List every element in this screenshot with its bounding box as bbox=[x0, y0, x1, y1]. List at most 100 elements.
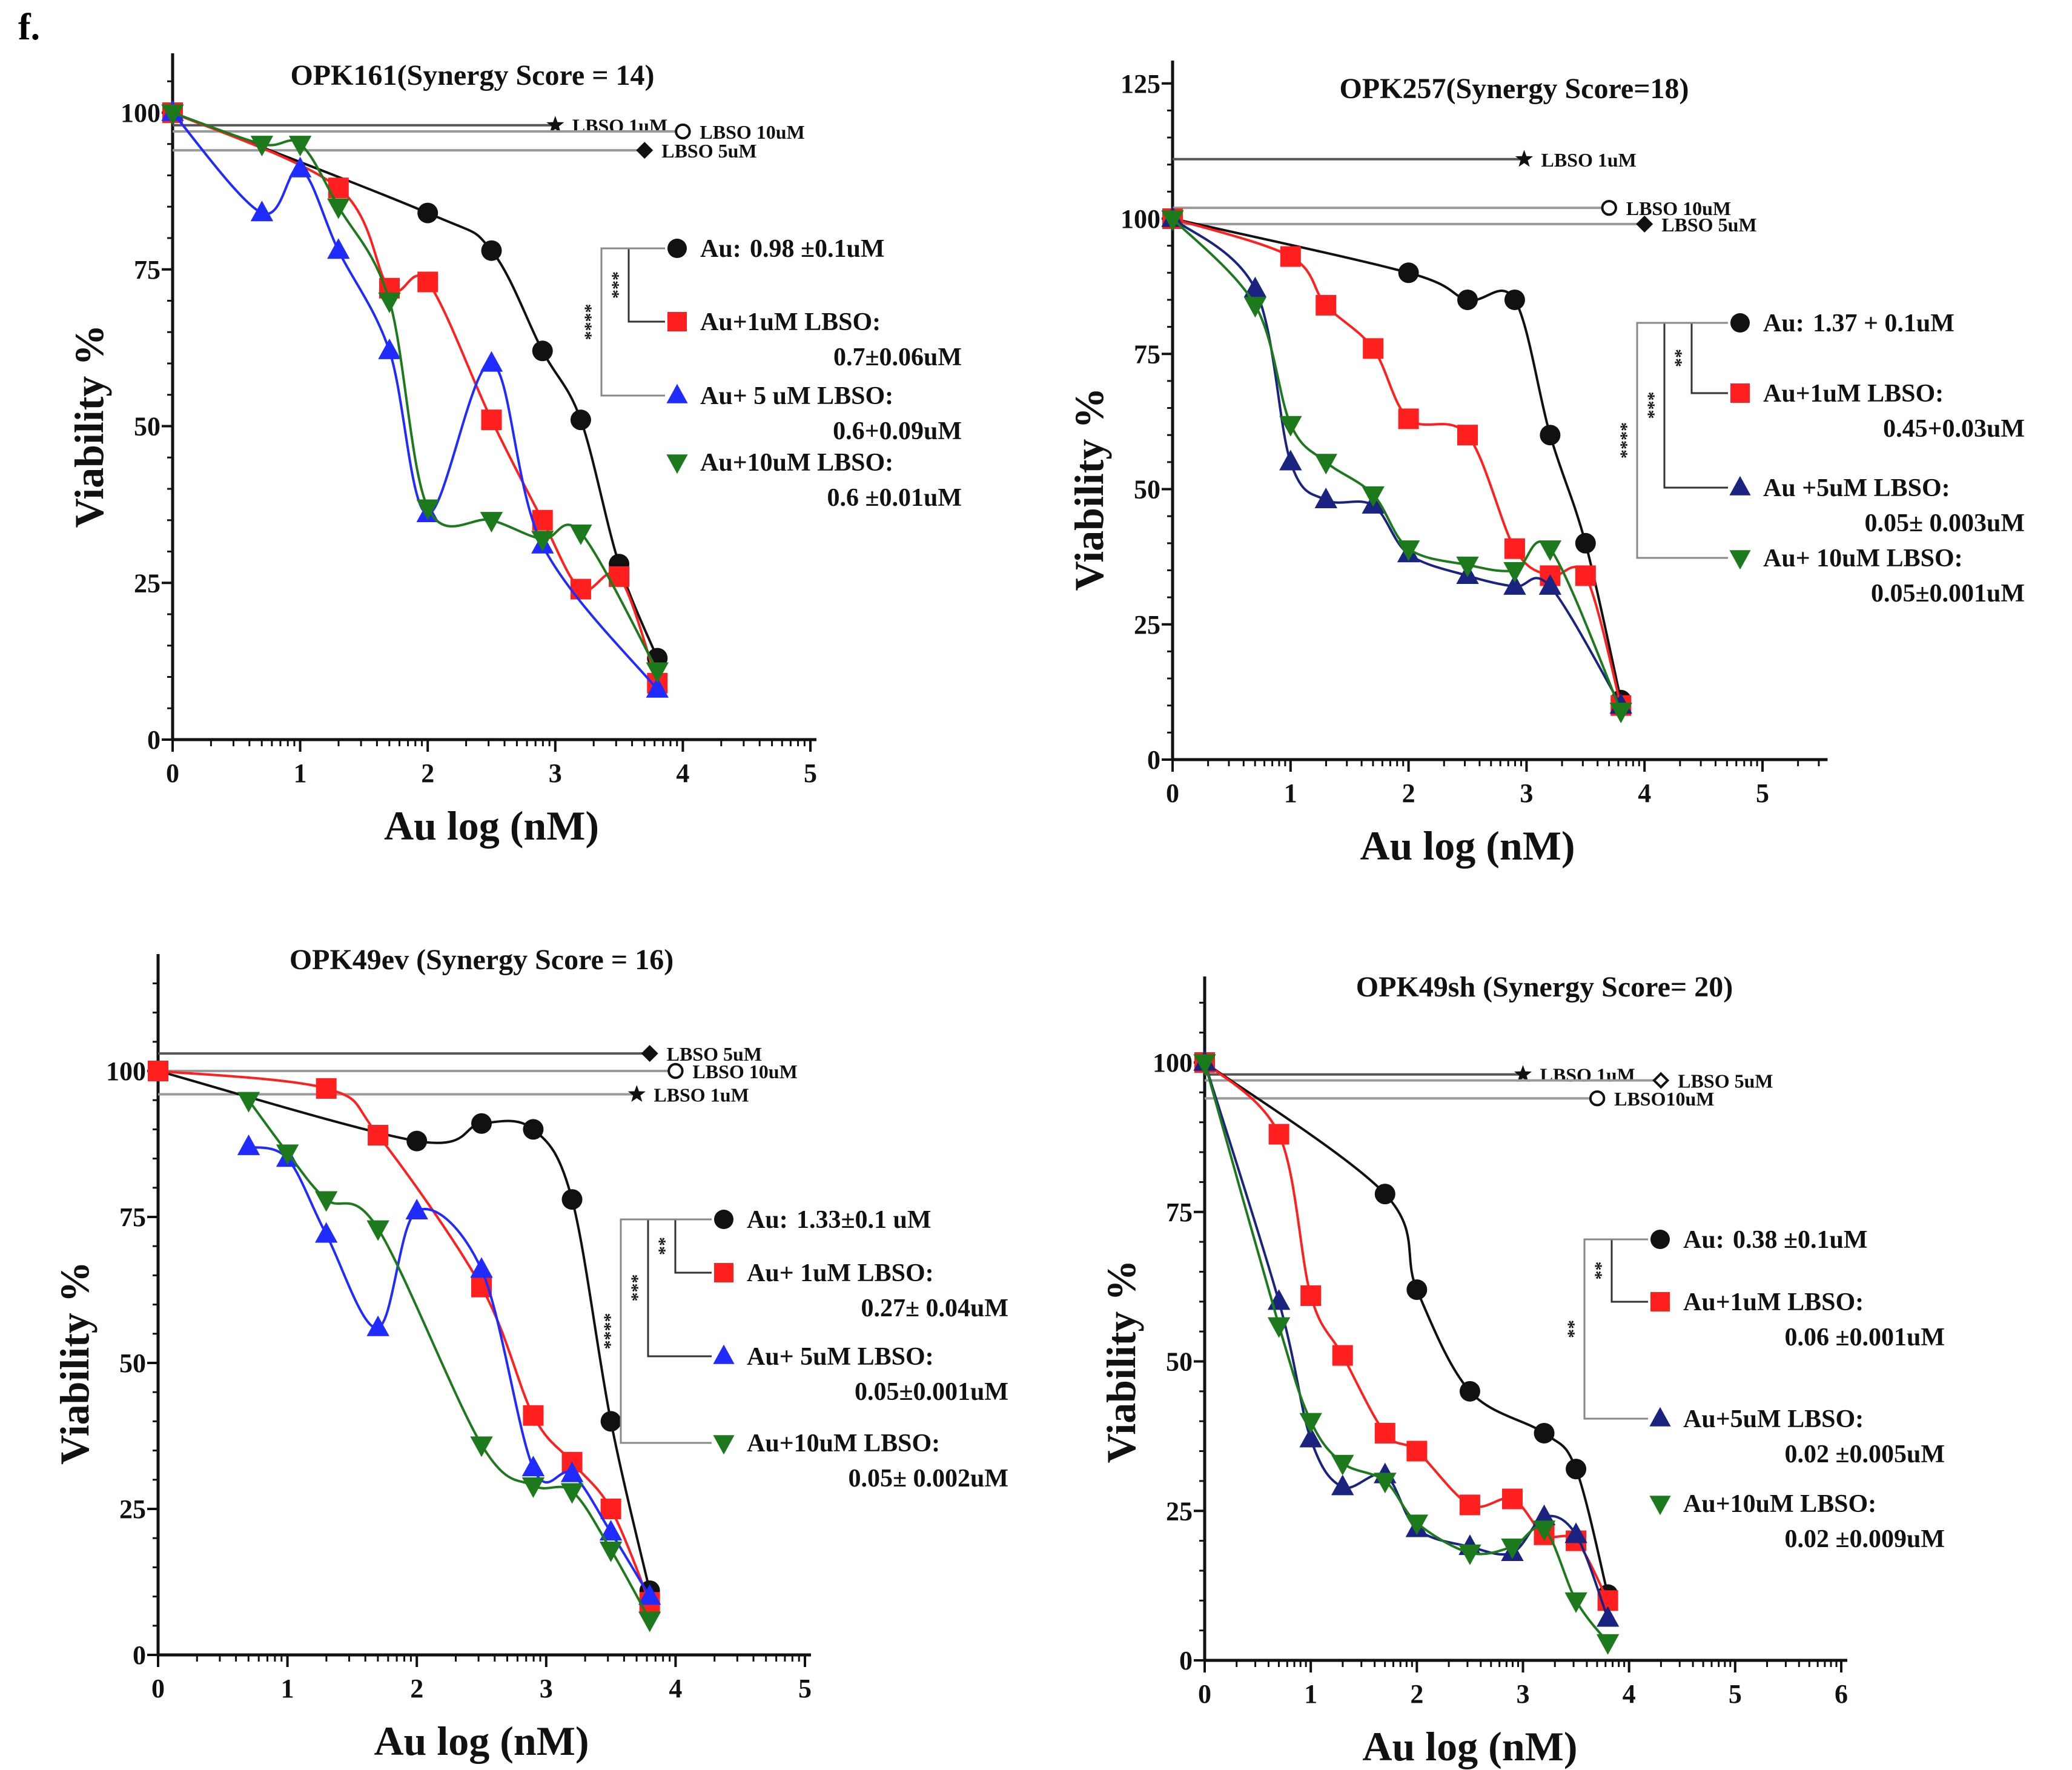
data-point bbox=[1459, 1494, 1480, 1516]
legend-marker-triangle-down bbox=[666, 454, 688, 474]
data-point bbox=[378, 292, 401, 313]
data-point bbox=[600, 1411, 621, 1432]
legend-ic50: 0.06 ±0.001uM bbox=[1784, 1324, 1945, 1351]
x-tick-label: 3 bbox=[540, 1674, 553, 1703]
data-point bbox=[600, 1499, 621, 1519]
series-1 bbox=[1162, 208, 1632, 711]
series-4 bbox=[161, 104, 669, 683]
y-tick-label: 0 bbox=[1147, 745, 1160, 775]
series-curve bbox=[248, 1145, 651, 1597]
x-tick-label: 3 bbox=[549, 758, 562, 788]
data-point bbox=[1398, 262, 1419, 283]
data-point bbox=[405, 1198, 428, 1219]
data-point bbox=[1609, 703, 1632, 724]
data-point bbox=[480, 351, 503, 372]
legend-ic50: 0.05± 0.002uM bbox=[848, 1465, 1008, 1493]
data-point bbox=[523, 1405, 544, 1426]
series-2 bbox=[148, 1061, 660, 1613]
data-point bbox=[1504, 289, 1525, 310]
legend-marker-square bbox=[667, 312, 687, 331]
data-point bbox=[1268, 1124, 1289, 1145]
legend-ic50: 0.45+0.03uM bbox=[1883, 415, 2025, 443]
chart-title: OPK257(Synergy Score=18) bbox=[1339, 73, 1689, 105]
data-point bbox=[569, 524, 592, 545]
y-tick-label: 0 bbox=[147, 725, 161, 755]
data-point bbox=[1363, 338, 1384, 359]
x-tick-label: 0 bbox=[166, 758, 179, 788]
series-1 bbox=[148, 1061, 660, 1601]
legend-marker-square bbox=[1730, 383, 1750, 403]
data-point bbox=[1193, 1054, 1216, 1075]
data-point bbox=[1243, 276, 1267, 297]
reference-marker-star bbox=[1514, 1065, 1532, 1082]
data-point bbox=[532, 340, 553, 362]
data-point bbox=[327, 238, 350, 259]
legend-marker-triangle-up bbox=[1729, 476, 1751, 496]
data-point bbox=[314, 1191, 338, 1212]
data-point bbox=[250, 136, 274, 157]
significance-label: *** bbox=[627, 1274, 647, 1302]
data-point bbox=[646, 662, 669, 683]
x-tick-label: 1 bbox=[1284, 778, 1297, 808]
reference-marker-diamond bbox=[1636, 215, 1653, 233]
data-point bbox=[1459, 1381, 1480, 1402]
x-tick-label: 2 bbox=[410, 1674, 423, 1703]
reference-label: LBSO10uM bbox=[1614, 1088, 1714, 1110]
data-point bbox=[288, 136, 312, 157]
data-point bbox=[481, 409, 502, 431]
significance-bracket bbox=[1610, 1238, 1648, 1303]
legend-ic50: 0.02 ±0.009uM bbox=[1784, 1525, 1945, 1553]
x-tick-label: 1 bbox=[294, 758, 307, 788]
significance-bracket bbox=[627, 247, 665, 323]
y-tick-label: 0 bbox=[1179, 1646, 1193, 1676]
legend-label: Au+5uM LBSO: bbox=[1683, 1405, 1864, 1433]
series-curve bbox=[1203, 1062, 1609, 1643]
data-point bbox=[1501, 1538, 1524, 1559]
y-axis-label: Viability % bbox=[51, 1261, 98, 1465]
significance-label: **** bbox=[600, 1313, 620, 1350]
data-point bbox=[1540, 425, 1561, 446]
data-point bbox=[237, 1092, 260, 1113]
data-point bbox=[480, 512, 503, 533]
data-point bbox=[366, 1315, 389, 1336]
data-point bbox=[1300, 1285, 1322, 1306]
reference-marker-star bbox=[546, 116, 564, 133]
series-curve bbox=[157, 1070, 651, 1603]
significance-bracket bbox=[620, 1218, 712, 1444]
y-tick-label: 0 bbox=[133, 1640, 146, 1670]
series-3 bbox=[1161, 206, 1632, 714]
reference-marker-open-circle bbox=[675, 123, 691, 140]
data-point bbox=[470, 1257, 493, 1278]
significance-label: ** bbox=[1671, 349, 1691, 367]
data-point bbox=[1532, 1520, 1556, 1542]
series-curve bbox=[1171, 217, 1623, 712]
figure-panel-label: f. bbox=[18, 7, 41, 48]
legend-ic50: 1.33±0.1 uM bbox=[796, 1206, 932, 1234]
legend-ic50: 0.6 ±0.01uM bbox=[827, 484, 962, 512]
reference-label: LBSO 5uM bbox=[1678, 1070, 1773, 1092]
series-curve bbox=[172, 111, 659, 659]
chart-panel-1: OPK161(Synergy Score = 14)0 1 2 3 4 502550751… bbox=[66, 53, 962, 849]
series-2 bbox=[1194, 1052, 1618, 1611]
y-tick-label: 50 bbox=[134, 412, 161, 442]
data-point bbox=[570, 578, 591, 600]
x-axis-label: Au log (nM) bbox=[1360, 823, 1575, 869]
data-point bbox=[1564, 1592, 1587, 1613]
legend-label: Au +5uM LBSO: bbox=[1763, 474, 1950, 502]
reference-label: LBSO 5uM bbox=[667, 1043, 762, 1065]
reference-marker-diamond bbox=[636, 142, 654, 159]
data-point bbox=[638, 1611, 661, 1632]
reference-marker-diamond bbox=[641, 1045, 658, 1062]
reference-marker-open-circle bbox=[1601, 199, 1617, 216]
y-tick-label: 25 bbox=[1134, 610, 1160, 640]
data-point bbox=[560, 1483, 584, 1504]
legend-label: Au+ 10uM LBSO: bbox=[1763, 545, 1963, 572]
data-point bbox=[1538, 574, 1562, 595]
reference-label: LBSO 10uM bbox=[1626, 197, 1731, 219]
data-point bbox=[1316, 294, 1337, 316]
x-tick-label: 0 bbox=[1198, 1679, 1211, 1709]
data-point bbox=[1267, 1317, 1291, 1338]
data-point bbox=[1331, 1474, 1354, 1496]
legend-label: Au+10uM LBSO: bbox=[700, 449, 893, 477]
